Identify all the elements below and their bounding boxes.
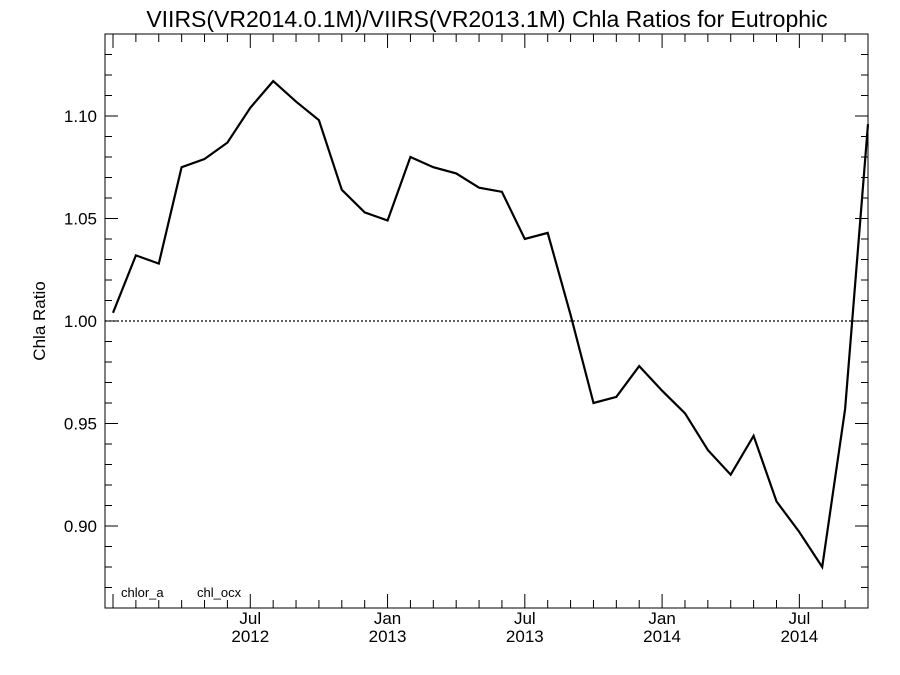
x-tick-month-label: Jan	[374, 609, 401, 628]
series-line-chlor-a	[111, 79, 870, 571]
y-tick-label: 1.00	[64, 312, 97, 331]
x-tick-year-label: 2013	[369, 627, 407, 646]
y-axis-label: Chla Ratio	[30, 281, 49, 360]
y-tick-label: 1.05	[64, 210, 97, 229]
y-tick-label: 1.10	[64, 107, 97, 126]
legend-entry-chlor-a: chlor_a	[121, 585, 164, 600]
x-tick-year-label: 2014	[780, 627, 818, 646]
x-tick-month-label: Jul	[788, 609, 810, 628]
x-tick-month-label: Jan	[648, 609, 675, 628]
chart-title: VIIRS(VR2014.0.1M)/VIIRS(VR2013.1M) Chla…	[146, 6, 827, 32]
x-tick-year-label: 2013	[506, 627, 544, 646]
x-tick-year-label: 2012	[231, 627, 269, 646]
x-tick-year-label: 2014	[643, 627, 681, 646]
y-tick-label: 0.90	[64, 517, 97, 536]
y-axis: 0.90 0.95 1.00 1.05 1.10	[64, 33, 868, 609]
y-tick-label: 0.95	[64, 415, 97, 434]
legend-entry-chl-ocx: chl_ocx	[197, 585, 242, 600]
x-tick-month-label: Jul	[514, 609, 536, 628]
x-tick-month-label: Jul	[239, 609, 261, 628]
